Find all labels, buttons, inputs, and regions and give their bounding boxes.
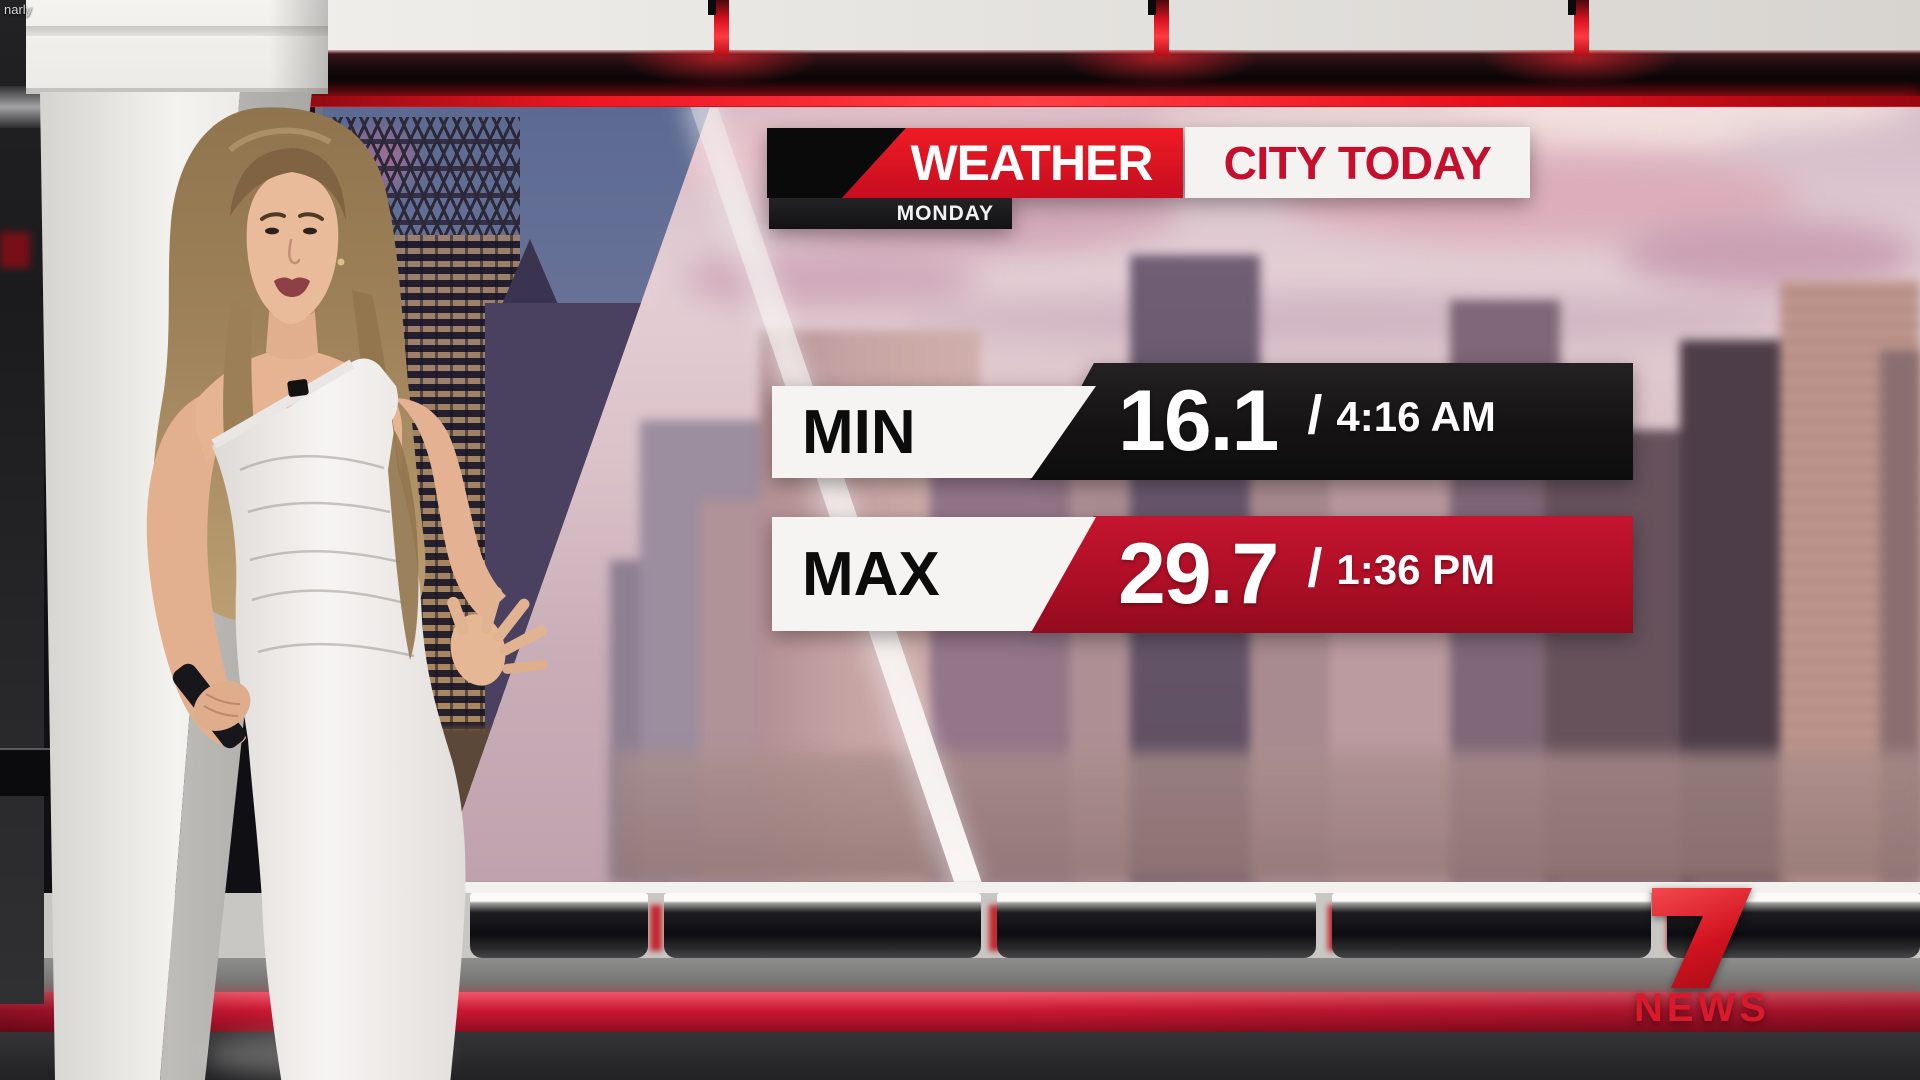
- base-panel: [1332, 893, 1651, 958]
- lapel-microphone: [287, 379, 309, 397]
- location-label: CITY TODAY: [1223, 136, 1492, 189]
- panel-gap-glow: [650, 905, 662, 951]
- seven-network-logo-icon: 7: [1652, 888, 1752, 988]
- ceiling-light-mount: [1148, 0, 1156, 15]
- weather-title: WEATHER: [910, 135, 1153, 191]
- videowall-red-trim: [300, 96, 1920, 106]
- header-location-plate: CITY TODAY: [1185, 127, 1530, 198]
- base-panel: [664, 893, 981, 958]
- hair-right-long: [388, 430, 419, 660]
- max-separator: /: [1307, 537, 1323, 598]
- max-time: 1:36 PM: [1336, 545, 1496, 593]
- cloud: [900, 293, 1800, 345]
- presenter-face: [246, 172, 339, 324]
- pillar-cap-edge: [26, 88, 328, 94]
- day-label: MONDAY: [896, 201, 994, 225]
- presenter-front-hair: [230, 148, 346, 220]
- cloud: [1620, 219, 1920, 291]
- presenter-left-hand: [193, 681, 251, 731]
- base-panel: [470, 893, 648, 958]
- left-monitor: [0, 748, 50, 796]
- header-title-plate: WEATHER: [842, 128, 1183, 198]
- pillar-cap-bevel: [270, 0, 328, 94]
- hand-finger-lines: [203, 693, 241, 717]
- left-eyebrow: [260, 212, 286, 221]
- city-low-rooftops: [615, 752, 1920, 882]
- right-eyebrow: [298, 212, 324, 221]
- pillar-capital: [26, 0, 328, 94]
- base-panel: [997, 893, 1316, 958]
- min-label: MIN: [802, 397, 916, 467]
- channel-logo: 7 NEWS: [1610, 884, 1800, 1034]
- hair-highlight: [228, 127, 332, 153]
- watermark: narly: [4, 2, 33, 17]
- presenter-open-hand: [447, 586, 548, 686]
- dress-strap-edge: [211, 359, 355, 449]
- lips: [274, 277, 310, 297]
- left-set-wall: [0, 0, 44, 1004]
- ceiling-light-mount: [708, 0, 716, 15]
- studio-ceiling: [300, 0, 1920, 56]
- min-value-bar: 16.1 / 4:16 AM: [1030, 363, 1633, 480]
- right-eye: [303, 227, 317, 235]
- min-label-box: MIN: [772, 386, 1096, 478]
- presenter-right-arm: [394, 398, 506, 618]
- left-eye: [265, 227, 279, 235]
- min-time: 4:16 AM: [1336, 392, 1496, 440]
- max-label-box: MAX: [772, 517, 1096, 631]
- min-value: 16.1: [1118, 373, 1279, 469]
- news-presenter: [146, 107, 548, 1080]
- min-separator: /: [1307, 384, 1323, 445]
- earring: [337, 258, 345, 266]
- ceiling-light-mount: [1568, 0, 1576, 15]
- ceiling-red-light: [1154, 0, 1169, 56]
- presenter-left-arm: [146, 393, 246, 747]
- day-bar: MONDAY: [769, 198, 1012, 229]
- max-label: MAX: [802, 539, 940, 609]
- base-panel-row: [470, 893, 1920, 958]
- wall-base-highlight: [300, 882, 1920, 896]
- max-value: 29.7: [1118, 526, 1279, 622]
- ceiling-red-light: [1574, 0, 1589, 56]
- ceiling-red-light: [714, 0, 729, 56]
- videowall-screen: [315, 107, 1920, 882]
- dress-folds: [239, 455, 415, 658]
- left-wall-red-glow: [0, 232, 30, 268]
- pillar-molding: [26, 26, 328, 36]
- news-wordmark: NEWS: [1634, 986, 1770, 1030]
- max-value-bar: 29.7 / 1:36 PM: [1030, 516, 1633, 633]
- nose: [288, 238, 301, 265]
